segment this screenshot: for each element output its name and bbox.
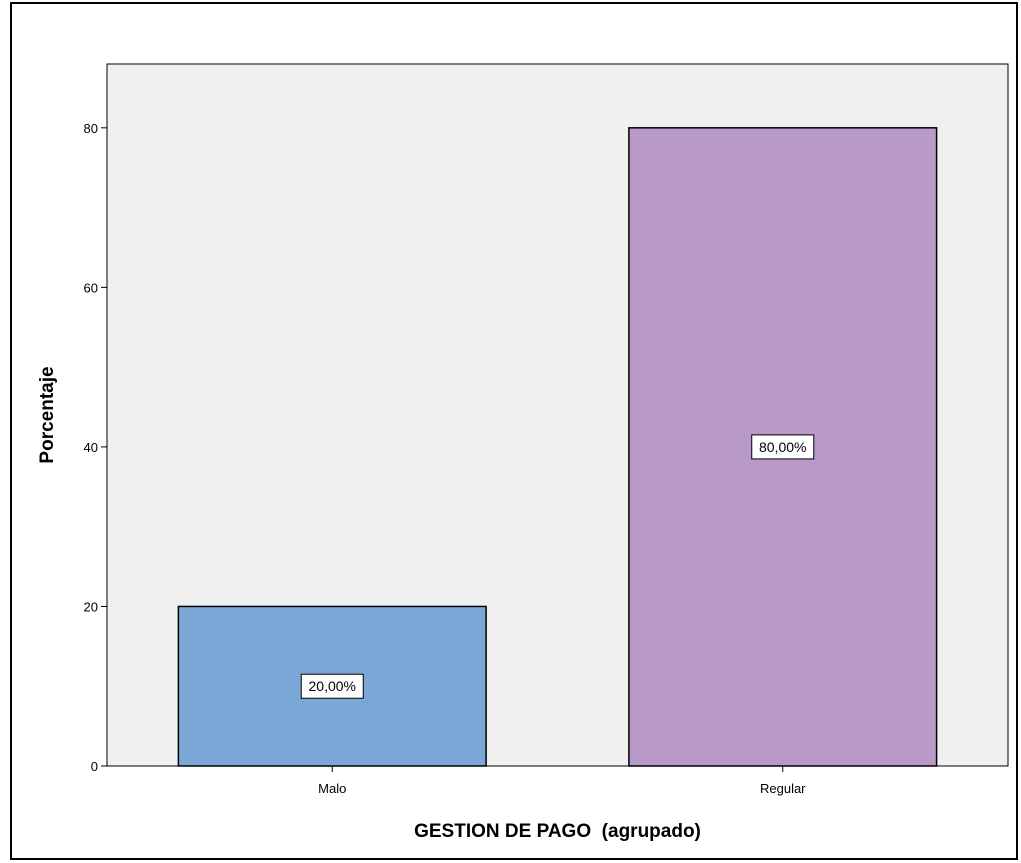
data-label-box — [300, 673, 364, 699]
y-axis-title: Porcentaje — [37, 366, 58, 463]
y-tick-label: 0 — [91, 759, 98, 774]
data-label-text: 20,00% — [309, 678, 356, 694]
data-label-box — [751, 434, 815, 460]
y-tick-label: 40 — [84, 440, 98, 455]
data-label: 80,00% — [751, 434, 815, 460]
y-tick-label: 60 — [84, 280, 98, 295]
x-tick-label: Malo — [318, 781, 346, 796]
x-axis-title: GESTION DE PAGO (agrupado) — [414, 821, 701, 842]
y-tick-label: 20 — [84, 599, 98, 614]
y-tick-label: 80 — [84, 121, 98, 136]
y-axis: 0 20 40 60 80 — [84, 64, 108, 774]
data-label: 20,00% — [300, 673, 364, 699]
data-label-text: 80,00% — [759, 439, 806, 455]
x-tick-label: Regular — [760, 781, 806, 796]
x-axis: Malo Regular — [318, 766, 806, 796]
bars-layer: 20,00% 80,00% — [177, 127, 938, 767]
